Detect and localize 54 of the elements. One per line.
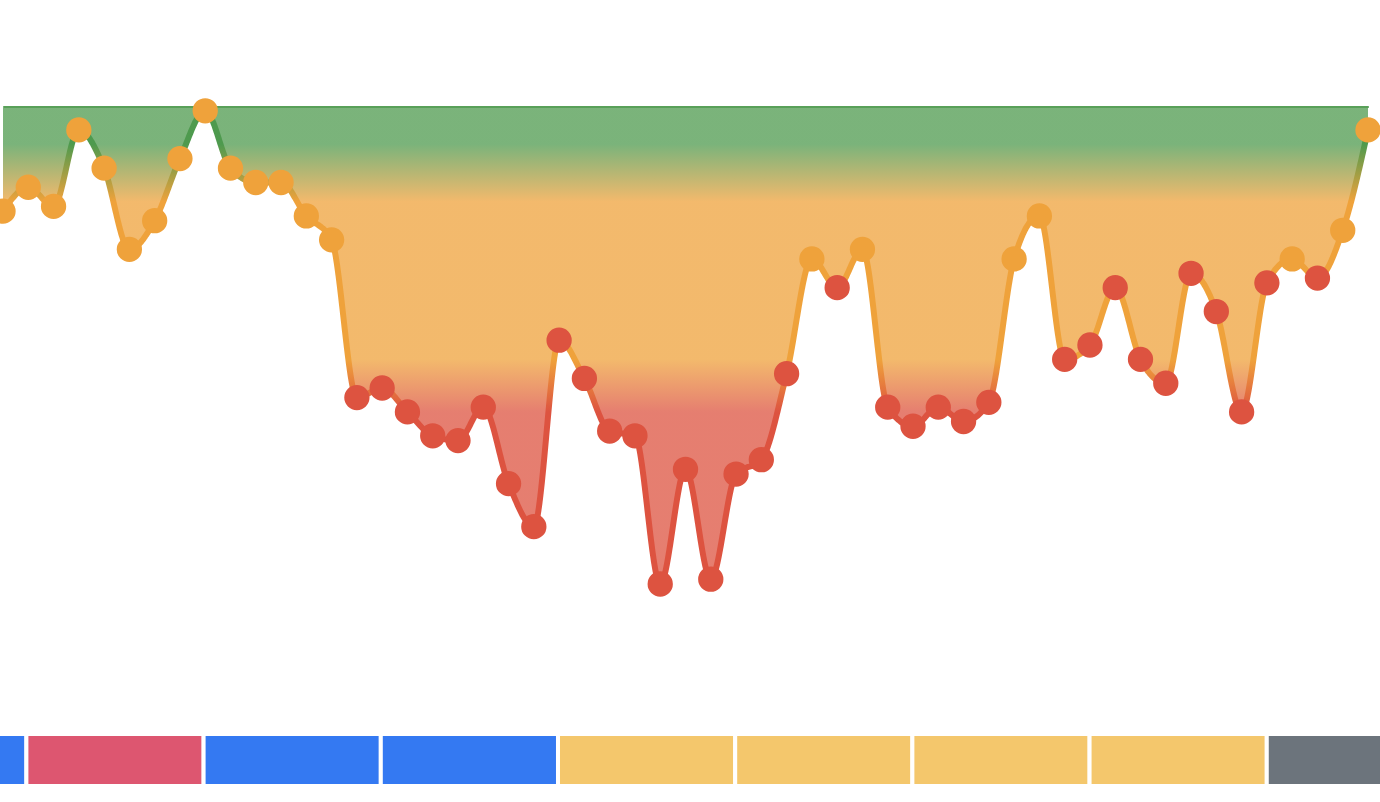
point [293,203,319,229]
point [470,394,496,420]
point [1077,332,1103,358]
point [1228,399,1255,425]
point [1001,246,1027,272]
point [1279,246,1305,272]
point [1153,370,1179,396]
point [925,394,951,420]
point [1355,117,1380,143]
point [318,227,345,253]
point [268,169,294,196]
point [622,423,648,449]
point [571,365,598,392]
point [1254,270,1280,296]
point [849,236,876,263]
point [521,514,547,540]
point [66,117,92,143]
point [394,399,421,425]
point [116,236,143,263]
point [698,566,724,592]
point [142,208,168,234]
point [1026,203,1053,229]
point [420,423,446,449]
point [1102,275,1128,301]
point [15,174,41,200]
point [824,275,850,301]
point [1203,298,1229,325]
point [950,408,977,435]
point [192,98,218,124]
point [91,155,117,181]
point [344,384,370,411]
point [217,155,244,181]
point [647,571,673,597]
point [875,394,901,420]
point [672,456,699,482]
point [445,427,471,454]
point [597,418,623,444]
point [773,361,800,387]
point [900,413,926,439]
point [1127,346,1154,372]
point [1330,217,1356,243]
point [1178,260,1204,286]
point [799,246,825,272]
point [495,470,522,497]
point [723,461,749,487]
point [546,327,572,353]
point [369,375,395,401]
point [167,145,193,172]
point [1304,265,1331,291]
point [243,169,269,196]
point [40,193,67,220]
point [1052,346,1078,372]
point [976,389,1002,415]
point [748,447,774,473]
